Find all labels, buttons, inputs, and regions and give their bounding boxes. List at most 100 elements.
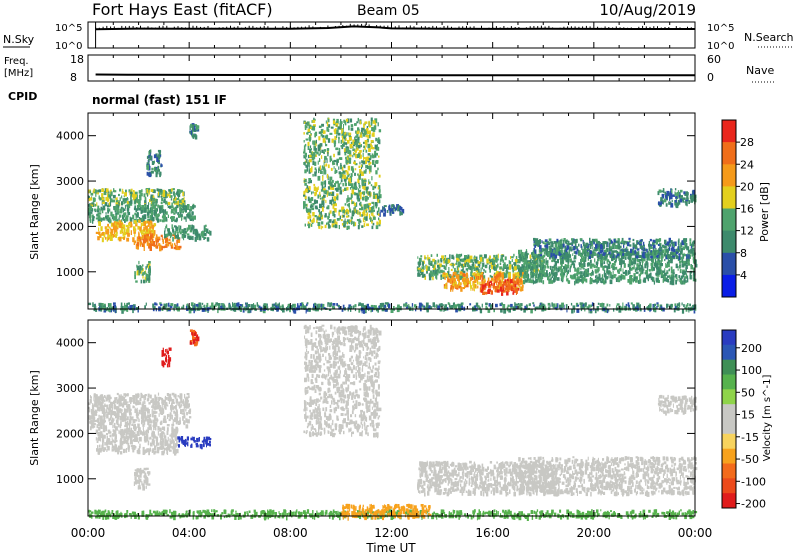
range-gate-cell — [177, 231, 179, 236]
range-gate-cell — [535, 259, 539, 263]
range-gate-cell — [635, 253, 639, 259]
range-gate-cell — [119, 188, 122, 192]
range-gate-cell — [595, 278, 599, 282]
range-gate-cell — [375, 137, 377, 142]
range-gate-cell — [415, 308, 417, 312]
range-gate-cell — [530, 279, 533, 284]
range-gate-cell — [137, 225, 140, 230]
range-gate-cell — [611, 264, 614, 269]
range-gate-cell — [594, 258, 596, 263]
range-gate-cell — [96, 202, 98, 207]
range-gate-cell — [430, 262, 433, 266]
range-gate-cell — [116, 222, 119, 225]
range-gate-cell — [361, 178, 364, 182]
range-gate-cell — [357, 198, 361, 202]
range-gate-cell — [306, 167, 308, 172]
range-gate-cell — [630, 250, 634, 256]
range-gate-cell — [345, 118, 349, 122]
range-gate-cell — [154, 166, 156, 172]
range-gate-cell — [587, 268, 590, 272]
range-gate-cell — [136, 271, 140, 276]
range-gate-cell — [151, 238, 154, 242]
range-gate-cell — [446, 276, 449, 280]
range-gate-cell — [457, 270, 460, 273]
range-gate-cell — [325, 134, 329, 140]
range-gate-cell — [452, 271, 456, 276]
range-gate-cell — [608, 251, 611, 255]
range-gate-cell — [443, 307, 445, 312]
range-gate-cell — [101, 197, 105, 201]
range-gate-cell — [179, 225, 182, 230]
range-gate-cell — [356, 139, 360, 144]
range-gate-cell — [458, 285, 462, 289]
range-gate-cell — [308, 189, 311, 193]
range-gate-cell — [533, 237, 536, 241]
range-gate-cell — [365, 143, 367, 148]
range-gate-cell — [573, 273, 577, 278]
range-gate-cell — [157, 155, 161, 159]
range-gate-cell — [505, 285, 508, 290]
range-gate-cell — [590, 271, 593, 277]
range-gate-cell — [357, 178, 360, 184]
range-gate-cell — [535, 265, 539, 269]
range-gate-cell — [557, 303, 559, 308]
range-gate-cell — [544, 272, 547, 278]
range-gate-cell — [665, 255, 669, 260]
range-gate-cell — [655, 272, 657, 276]
range-gate-cell — [671, 243, 674, 246]
range-gate-cell — [169, 205, 172, 209]
range-gate-cell — [672, 251, 674, 256]
range-gate-cell — [444, 266, 447, 270]
range-gate-cell — [364, 140, 368, 145]
range-gate-cell — [636, 252, 640, 256]
range-gate-cell — [520, 272, 524, 277]
range-gate-cell — [472, 287, 474, 291]
range-gate-cell — [369, 170, 371, 174]
range-gate-cell — [132, 195, 136, 201]
range-gate-cell — [583, 244, 586, 250]
range-gate-cell — [198, 235, 202, 241]
range-gate-cell — [623, 240, 626, 245]
range-gate-cell — [305, 197, 307, 201]
range-gate-cell — [180, 189, 183, 193]
range-gate-cell — [341, 131, 345, 136]
range-gate-cell — [130, 199, 133, 204]
range-gate-cell — [395, 307, 397, 310]
range-gate-cell — [152, 233, 155, 239]
range-gate-cell — [579, 254, 582, 257]
range-gate-cell — [583, 267, 585, 270]
range-gate-cell — [379, 212, 381, 217]
range-gate-cell — [140, 206, 142, 211]
range-gate-cell — [475, 256, 478, 262]
range-gate-cell — [314, 161, 317, 166]
range-gate-cell — [173, 306, 175, 310]
range-gate-cell — [567, 240, 570, 246]
range-gate-cell — [620, 264, 622, 268]
range-gate-cell — [347, 210, 350, 215]
range-gate-cell — [535, 260, 537, 264]
range-gate-cell — [332, 303, 336, 306]
range-gate-cell — [585, 271, 587, 277]
range-gate-cell — [354, 123, 357, 126]
range-gate-cell — [554, 275, 557, 278]
range-gate-cell — [513, 253, 515, 257]
range-gate-cell — [142, 279, 146, 284]
range-gate-cell — [605, 241, 609, 245]
range-gate-cell — [518, 268, 520, 272]
range-gate-cell — [590, 308, 592, 311]
range-gate-cell — [671, 199, 673, 203]
range-gate-cell — [138, 269, 141, 274]
range-gate-cell — [580, 302, 584, 305]
range-gate-cell — [132, 193, 135, 198]
range-gate-cell — [358, 165, 361, 168]
range-gate-cell — [354, 192, 358, 196]
range-gate-cell — [476, 268, 480, 273]
range-gate-cell — [569, 243, 573, 246]
range-gate-cell — [622, 268, 624, 273]
range-gate-cell — [312, 160, 315, 166]
range-gate-cell — [448, 303, 451, 307]
range-gate-cell — [351, 189, 355, 195]
range-gate-cell — [401, 208, 405, 214]
range-gate-cell — [363, 216, 367, 220]
range-gate-cell — [572, 305, 576, 310]
